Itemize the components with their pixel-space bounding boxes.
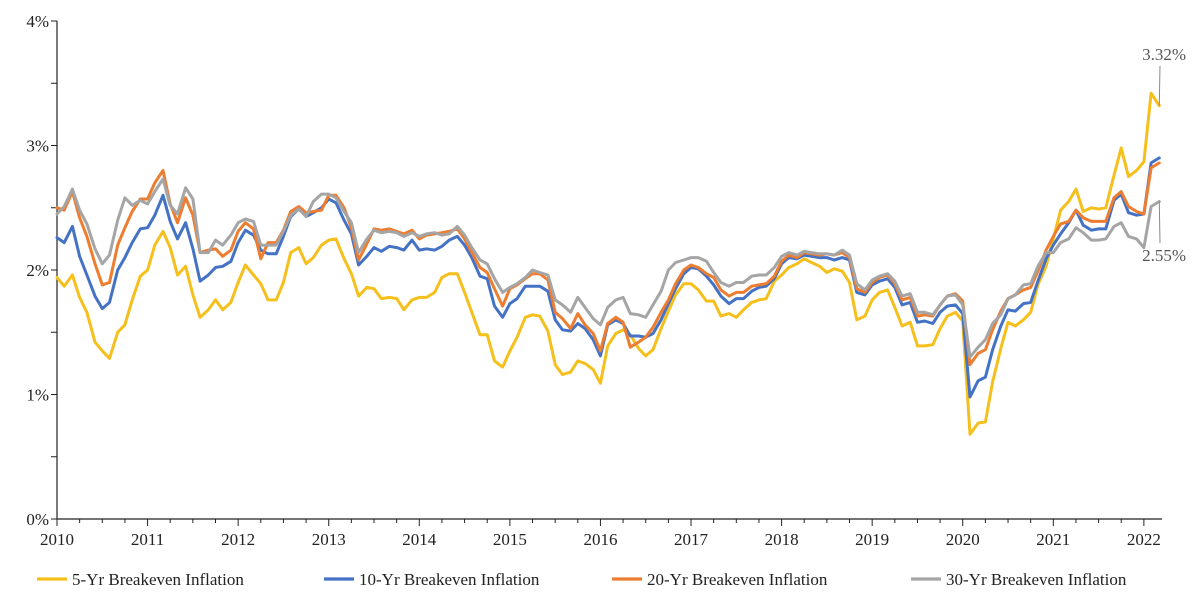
annotation-label: 2.55% [1142, 246, 1186, 265]
annotation-leader [1158, 65, 1161, 106]
series-layer [55, 91, 1161, 436]
annotation-label: 3.32% [1142, 45, 1186, 64]
y-tick-label: 4% [26, 12, 49, 31]
x-tick-label: 2012 [221, 530, 255, 549]
y-tick-label: 1% [26, 386, 49, 405]
series-line-1 [55, 91, 1161, 436]
x-tick-label: 2020 [946, 530, 980, 549]
x-tick-label: 2014 [402, 530, 437, 549]
x-tick-label: 2021 [1036, 530, 1070, 549]
x-tick-label: 2013 [312, 530, 346, 549]
y-tick-label: 3% [26, 137, 49, 156]
x-tick-label: 2017 [674, 530, 709, 549]
annotation-leader [1158, 201, 1161, 244]
x-tick-label: 2019 [855, 530, 889, 549]
x-tick-label: 2010 [40, 530, 74, 549]
x-tick-label: 2018 [765, 530, 799, 549]
legend-label-3: 20-Yr Breakeven Inflation [647, 570, 828, 589]
legend-label-2: 10-Yr Breakeven Inflation [359, 570, 540, 589]
y-tick-label: 2% [26, 261, 49, 280]
x-tick-label: 2011 [131, 530, 164, 549]
x-tick-label: 2016 [583, 530, 617, 549]
legend: 5-Yr Breakeven Inflation 10-Yr Breakeven … [37, 570, 1127, 589]
axes: 0% 1% 2% 3% 4% 2010 2011 2012 2013 2014 2015 2016 20… [26, 12, 1162, 549]
series-line-3 [55, 161, 1161, 367]
y-tick-label: 0% [26, 510, 49, 529]
annotation-layer: 3.32% 2.55% [1142, 45, 1186, 265]
series-line-2 [55, 156, 1161, 399]
series-line-4 [55, 177, 1161, 359]
legend-label-1: 5-Yr Breakeven Inflation [72, 570, 244, 589]
x-tick-label: 2015 [493, 530, 527, 549]
legend-label-4: 30-Yr Breakeven Inflation [946, 570, 1127, 589]
x-tick-label: 2022 [1127, 530, 1161, 549]
